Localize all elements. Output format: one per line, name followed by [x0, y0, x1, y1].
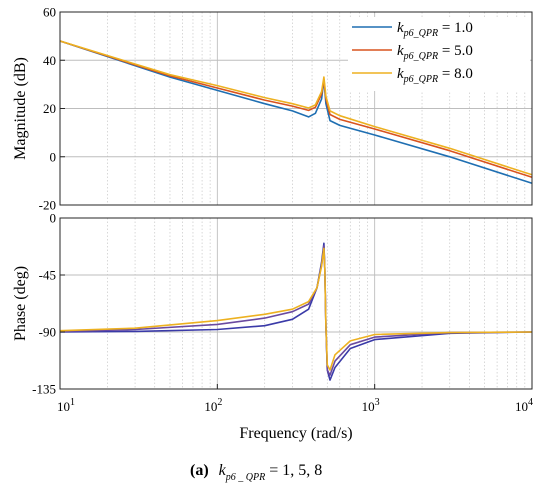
- x-tick-exponent: 1: [70, 397, 75, 408]
- y-tick-label: -135: [32, 382, 56, 397]
- y-tick-label: -20: [39, 198, 56, 213]
- legend-subscript: p6_QPR: [403, 74, 438, 85]
- x-axis-label: Frequency (rad/s): [239, 425, 352, 442]
- magnitude-y-ticks: -20 0 20 40 60: [39, 5, 65, 213]
- phase-series: [59, 242, 533, 381]
- x-tick-label: 102: [204, 397, 222, 414]
- phase-y-axis-label: Phase (deg): [12, 266, 29, 341]
- phase-series-line-3: [59, 247, 533, 371]
- y-tick-label: 20: [43, 101, 56, 116]
- magnitude-series: [59, 40, 533, 185]
- phase-panel: -135-90-450 101 102 103 104 Phase (deg) Fre…: [12, 211, 533, 443]
- legend-box: [348, 17, 530, 91]
- legend-subscript: p6_QPR: [403, 28, 438, 39]
- legend-symbol: k: [397, 43, 404, 59]
- y-tick-label: 0: [50, 149, 57, 164]
- magnitude-series-line-3: [59, 40, 533, 176]
- x-tick-base: 10: [57, 399, 70, 414]
- y-tick-label: 0: [50, 211, 57, 226]
- legend-entry-3: kp6_QPR = 8.0: [397, 66, 473, 85]
- legend-entry-1: kp6_QPR = 1.0: [397, 20, 473, 39]
- phase-y-ticks: -135 -90 -45 0: [32, 211, 65, 397]
- phase-plot-area: [60, 218, 532, 389]
- x-tick-base: 10: [362, 399, 375, 414]
- y-tick-label: 40: [43, 53, 56, 68]
- y-tick-label: 60: [43, 5, 56, 20]
- y-tick-label: -90: [39, 325, 56, 340]
- x-tick-exponent: 3: [375, 397, 380, 408]
- x-tick-base: 10: [204, 399, 217, 414]
- legend-symbol: k: [397, 20, 404, 36]
- legend-value: = 1.0: [438, 20, 473, 36]
- legend-entry-2: kp6_QPR = 5.0: [397, 43, 473, 62]
- figure-caption: (a) kp6 _ QPR = 1, 5, 8: [190, 462, 322, 483]
- x-tick-label: 101: [57, 397, 75, 414]
- magnitude-y-axis-label: Magnitude (dB): [12, 57, 29, 160]
- legend-value: = 5.0: [438, 43, 473, 59]
- caption-subscript: p6 _ QPR: [225, 472, 265, 483]
- legend-value: = 8.0: [438, 66, 473, 82]
- x-tick-label: 103: [362, 397, 380, 414]
- x-tick-label: 104: [515, 397, 533, 414]
- caption-label: (a): [190, 462, 209, 479]
- caption-symbol: k: [219, 462, 227, 479]
- y-tick-label: -45: [39, 268, 56, 283]
- caption-values: = 1, 5, 8: [265, 462, 322, 479]
- magnitude-series-line-2: [59, 40, 533, 179]
- phase-axes-box: [59, 217, 533, 390]
- x-tick-exponent: 4: [528, 397, 533, 408]
- magnitude-series-line-1: [59, 40, 533, 185]
- legend-symbol: k: [397, 66, 404, 82]
- legend-subscript: p6_QPR: [403, 51, 438, 62]
- phase-x-ticks: 101 102 103 104: [57, 384, 533, 414]
- x-tick-base: 10: [515, 399, 528, 414]
- x-tick-exponent: 2: [217, 397, 222, 408]
